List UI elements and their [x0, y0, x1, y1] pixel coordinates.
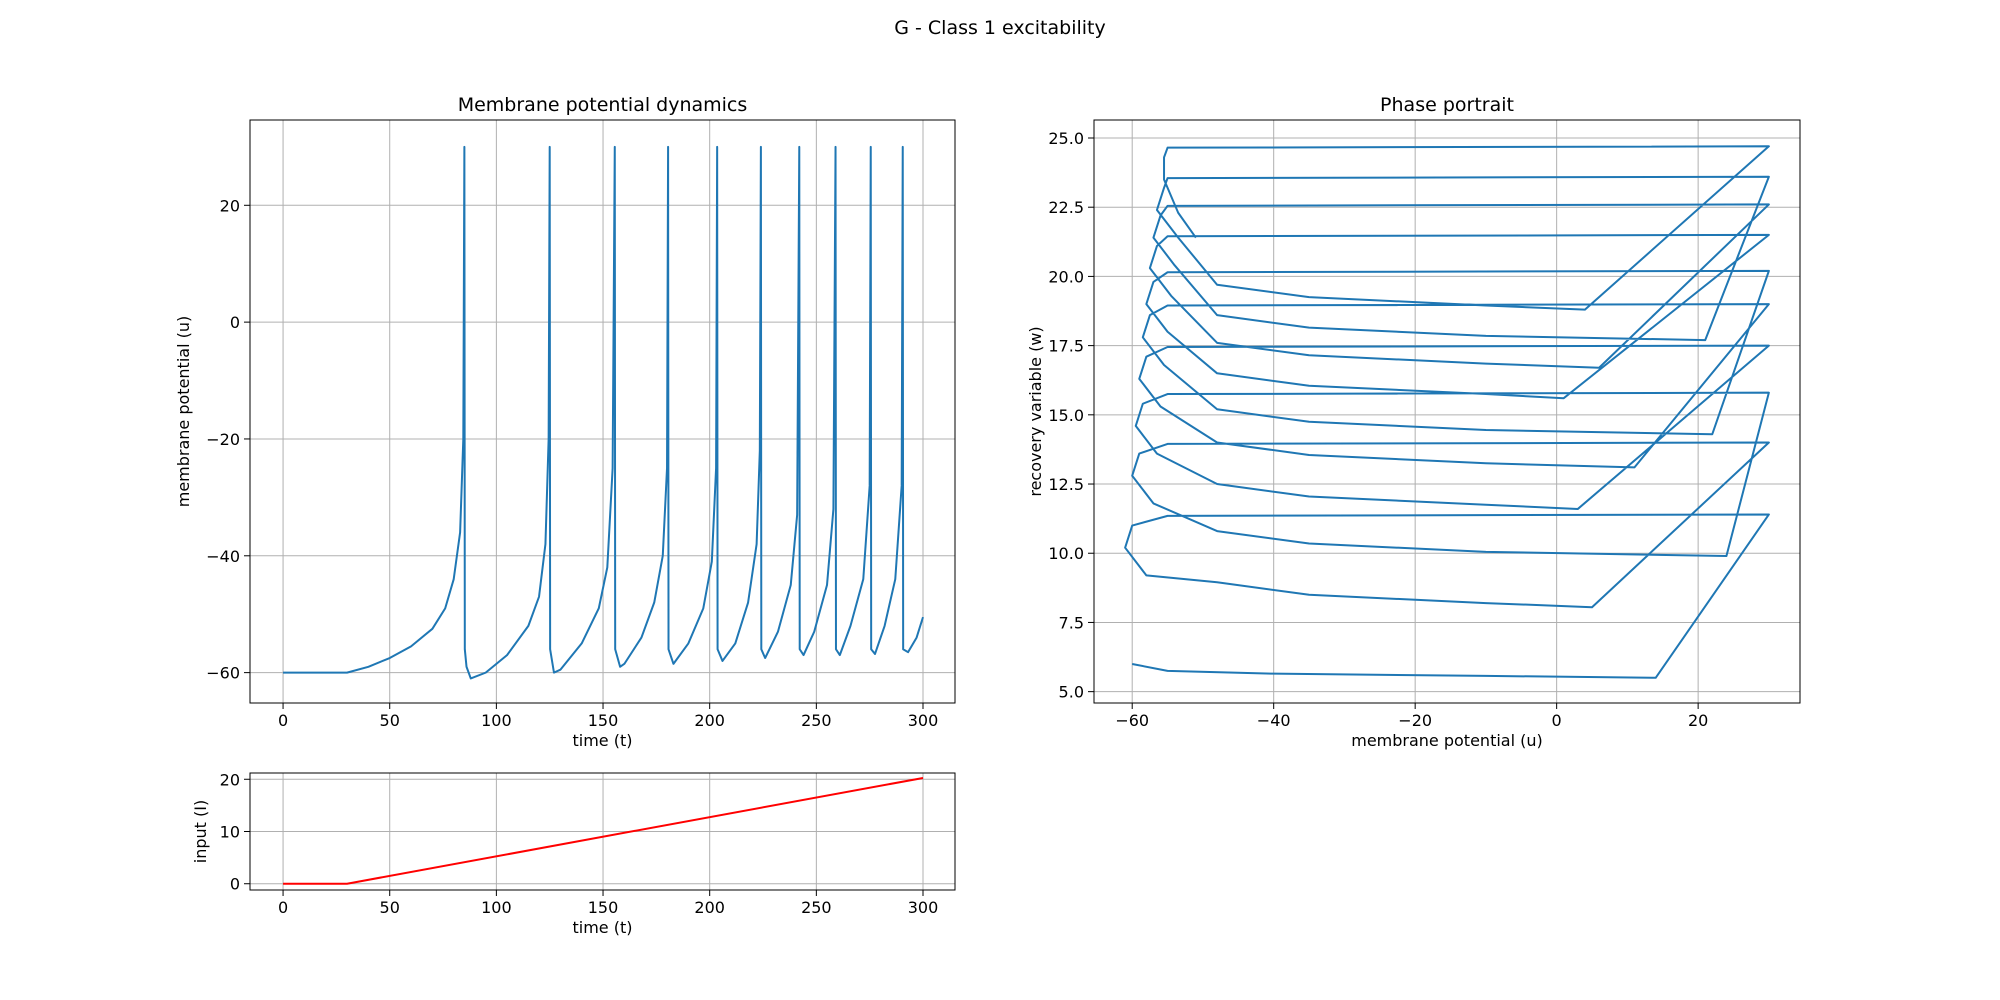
x-axis-label: membrane potential (u) [1351, 731, 1543, 750]
y-tick-label: 17.5 [1048, 337, 1084, 356]
y-tick-label: 20 [220, 196, 240, 215]
data-line [283, 776, 924, 885]
y-tick-label: 0 [230, 313, 240, 332]
x-tick-label: −40 [1257, 711, 1291, 730]
x-tick-label: −60 [1115, 711, 1149, 730]
data-line [283, 145, 924, 680]
y-tick-label: −20 [206, 430, 240, 449]
x-tick-label: −20 [1398, 711, 1432, 730]
y-axis-label: recovery variable (w) [1026, 326, 1045, 496]
y-tick-label: 22.5 [1048, 198, 1084, 217]
y-tick-label: 10.0 [1048, 544, 1084, 563]
y-tick-label: 12.5 [1048, 475, 1084, 494]
y-tick-label: 25.0 [1048, 129, 1084, 148]
axes-title: Membrane potential dynamics [458, 94, 748, 116]
x-tick-label: 0 [1552, 711, 1562, 730]
x-tick-label: 50 [380, 711, 400, 730]
data-line [1124, 145, 1770, 679]
axes-frame [249, 772, 956, 891]
y-axis-label: membrane potential (u) [174, 316, 193, 508]
y-tick-label: 15.0 [1048, 406, 1084, 425]
axes-title: Phase portrait [1380, 94, 1514, 116]
y-tick-label: 10 [220, 823, 240, 842]
y-tick-label: −60 [206, 664, 240, 683]
x-tick-label: 250 [801, 898, 832, 917]
x-tick-label: 100 [481, 898, 512, 917]
x-tick-label: 300 [908, 898, 939, 917]
x-tick-label: 0 [278, 898, 288, 917]
y-tick-label: 20.0 [1048, 267, 1084, 286]
x-tick-label: 100 [481, 711, 512, 730]
x-axis-label: time (t) [573, 918, 633, 937]
x-tick-label: 20 [1688, 711, 1708, 730]
y-tick-label: 0 [230, 875, 240, 894]
x-tick-label: 300 [908, 711, 939, 730]
x-tick-label: 250 [801, 711, 832, 730]
x-tick-label: 50 [380, 898, 400, 917]
x-tick-label: 200 [694, 711, 725, 730]
x-tick-label: 150 [588, 898, 619, 917]
figure-title: G - Class 1 excitability [894, 17, 1106, 39]
axes-frame [249, 119, 956, 704]
y-tick-label: 5.0 [1059, 683, 1084, 702]
y-axis-label: input (I) [191, 800, 210, 863]
y-tick-label: 20 [220, 770, 240, 789]
x-tick-label: 0 [278, 711, 288, 730]
y-tick-label: −40 [206, 547, 240, 566]
axes-frame [1093, 119, 1801, 704]
x-tick-label: 200 [694, 898, 725, 917]
x-tick-label: 150 [588, 711, 619, 730]
y-tick-label: 7.5 [1059, 613, 1084, 632]
x-axis-label: time (t) [573, 731, 633, 750]
